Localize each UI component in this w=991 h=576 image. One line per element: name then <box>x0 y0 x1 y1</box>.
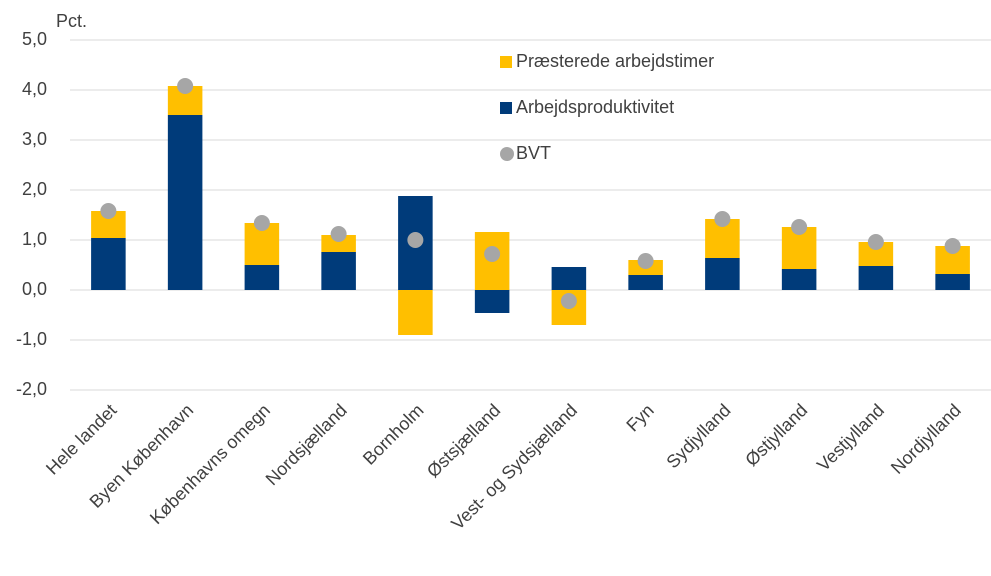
y-tick-label: 2,0 <box>22 179 47 199</box>
bar <box>244 265 280 290</box>
bar <box>167 115 203 290</box>
legend-marker <box>500 56 512 68</box>
bvt-dot <box>484 246 501 262</box>
y-axis-label: Pct. <box>56 11 87 31</box>
bvt-dot <box>253 215 270 231</box>
bvt-dot <box>944 238 961 254</box>
bvt-dot <box>560 293 577 309</box>
bar <box>551 267 587 290</box>
bar <box>858 266 894 290</box>
bar <box>398 290 433 335</box>
y-tick-label: 5,0 <box>22 29 47 49</box>
legend-label: BVT <box>516 143 551 163</box>
legend-marker <box>500 102 512 114</box>
bar <box>705 258 740 290</box>
x-tick-label: Bornholm <box>359 400 428 469</box>
bar <box>781 269 817 290</box>
y-tick-label: -2,0 <box>16 379 47 399</box>
x-tick-label: Østjylland <box>741 400 811 470</box>
x-tick-label: Sydjylland <box>662 400 734 472</box>
bar <box>628 275 663 290</box>
x-tick-label: Østsjælland <box>423 400 504 481</box>
bar <box>91 238 126 290</box>
bar <box>321 235 356 252</box>
bvt-dot <box>791 219 808 235</box>
x-tick-label: Hele landet <box>42 400 121 479</box>
bvt-dot <box>177 78 194 94</box>
x-tick-label: Vestjylland <box>813 400 888 475</box>
bvt-dot <box>330 226 347 242</box>
bar <box>474 290 510 313</box>
y-tick-label: 4,0 <box>22 79 47 99</box>
bvt-dot <box>637 253 654 269</box>
bar <box>321 252 356 290</box>
y-tick-label: 0,0 <box>22 279 47 299</box>
y-tick-label: 3,0 <box>22 129 47 149</box>
bvt-dot <box>867 234 884 250</box>
legend-marker <box>500 147 514 161</box>
x-tick-label: Nordjylland <box>887 400 965 478</box>
bvt-dot <box>100 203 117 219</box>
bar <box>935 274 970 290</box>
y-tick-label: 1,0 <box>22 229 47 249</box>
legend-label: Arbejdsproduktivitet <box>516 97 674 117</box>
x-tick-label: Fyn <box>622 400 657 435</box>
bvt-dot <box>714 211 731 227</box>
x-tick-label: Vest- og Sydsjælland <box>447 400 581 534</box>
legend-label: Præsterede arbejdstimer <box>516 51 714 71</box>
bvt-dot <box>407 232 424 248</box>
y-tick-label: -1,0 <box>16 329 47 349</box>
x-tick-label: Nordsjælland <box>262 400 351 489</box>
